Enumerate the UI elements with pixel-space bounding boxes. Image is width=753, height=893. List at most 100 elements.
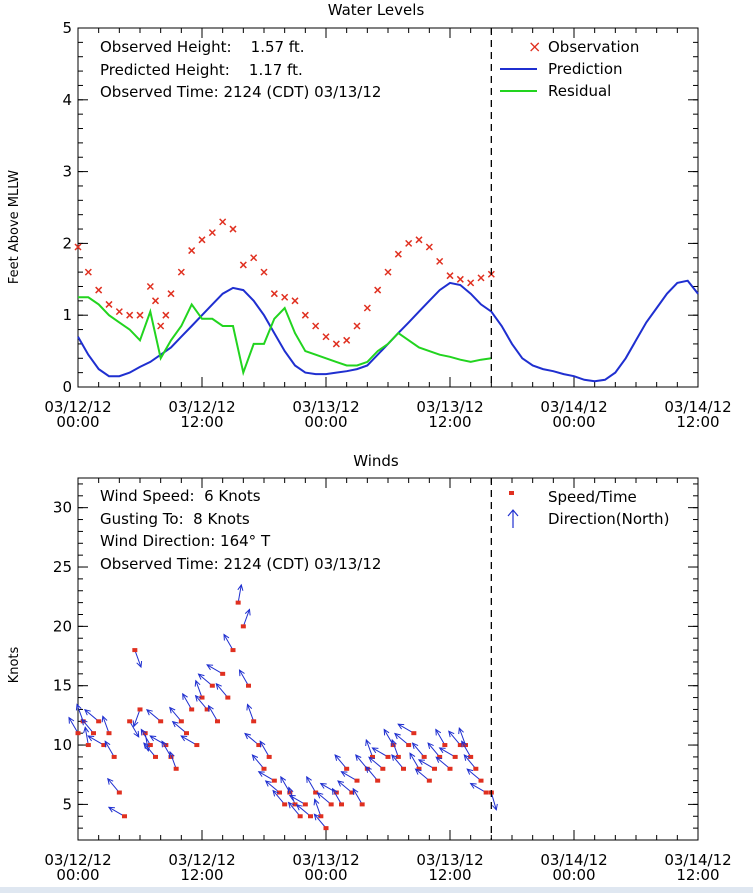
- wind-arrow-head: [391, 738, 397, 747]
- x-tick-time: 12:00: [180, 413, 223, 431]
- x-tick-date: 03/12/12: [168, 851, 235, 869]
- observation-x-stroke: [343, 336, 351, 344]
- observation-x-stroke: [405, 239, 413, 247]
- y-tick-label: 2: [62, 234, 72, 252]
- wind-arrow-head: [316, 792, 324, 799]
- wind-direction-arrow: [397, 723, 415, 734]
- wind-arrow-head: [180, 735, 188, 742]
- wind-speed-dot: [178, 719, 184, 724]
- y-tick-label: 3: [62, 163, 72, 181]
- wind-direction-arrow: [341, 771, 358, 782]
- wind-arrow-head: [313, 798, 320, 806]
- observation-x-stroke: [332, 340, 340, 348]
- x-tick-date: 03/14/12: [540, 398, 607, 416]
- wind-arrow-head: [319, 782, 327, 789]
- wind-observation: [365, 738, 375, 759]
- x-tick-date: 03/13/12: [292, 851, 359, 869]
- observation-x-stroke: [162, 311, 170, 319]
- wind-observation: [417, 759, 437, 771]
- wind-direction-arrow: [365, 766, 379, 781]
- observation-x-stroke: [425, 243, 433, 251]
- wind-speed-dot: [209, 683, 215, 688]
- wind-speed-dot: [292, 802, 298, 807]
- wind-direction-arrow: [435, 729, 446, 746]
- wind-observation: [194, 694, 210, 712]
- wind-speed-dot: [194, 743, 200, 748]
- observation-x-stroke: [239, 261, 247, 269]
- observation-x-stroke: [146, 282, 154, 291]
- wind-speed-dot: [395, 754, 401, 759]
- observation-x-stroke: [291, 297, 299, 305]
- wind-arrow-head: [140, 728, 147, 736]
- wind-direction-arrow: [258, 771, 275, 782]
- wind-arrow-head: [394, 732, 401, 740]
- wind-arrow-head: [295, 803, 303, 811]
- wind-arrow-head: [207, 704, 214, 712]
- wind-arrow-head: [280, 775, 287, 783]
- x-tick-date: 03/12/12: [44, 398, 111, 416]
- wind-speed-dot: [344, 766, 350, 771]
- x-tick-date: 03/13/12: [416, 851, 483, 869]
- wind-observation: [215, 682, 231, 700]
- wind-observation: [68, 716, 81, 736]
- wind-observation: [409, 752, 422, 771]
- wind-arrow-head: [215, 682, 222, 690]
- winds-ticks: 5101520253003/12/1200:0003/12/1212:0003/…: [44, 478, 732, 884]
- wind-speed-dot: [101, 743, 107, 748]
- wind-arrow-head: [435, 756, 443, 763]
- wind-speed-dot: [261, 766, 267, 771]
- wind-observation: [371, 747, 391, 759]
- observation-point: [250, 254, 258, 262]
- wind-speed-dot: [457, 743, 463, 748]
- wind-observation: [458, 727, 468, 748]
- wind-direction-arrow: [259, 741, 270, 758]
- wind-observation: [313, 798, 324, 819]
- wind-direction-arrow: [68, 717, 79, 734]
- wind-direction-arrow: [129, 721, 140, 738]
- y-tick-label: 5: [62, 795, 72, 813]
- observation-point: [260, 268, 268, 276]
- wind-observation: [104, 740, 117, 759]
- wind-speed-dot: [189, 707, 195, 712]
- wind-direction-arrow: [180, 735, 198, 746]
- x-tick-time: 12:00: [428, 413, 471, 431]
- wind-arrow-head: [197, 673, 205, 680]
- wind-arrow-head: [244, 732, 252, 740]
- observation-x-stroke: [188, 247, 196, 255]
- observation-point: [291, 297, 299, 305]
- wind-arrow-head: [132, 720, 139, 728]
- wind-observation: [132, 648, 143, 669]
- observation-x-stroke: [74, 243, 82, 251]
- wind-arrow-head: [438, 747, 446, 754]
- wind-arrow-head: [149, 735, 157, 742]
- wind-speed-dot: [168, 754, 174, 759]
- wind-direction-arrow: [182, 693, 193, 710]
- x-tick-time: 12:00: [676, 413, 719, 431]
- wind-direction-arrow: [391, 754, 404, 770]
- observation-point: [177, 268, 185, 276]
- observation-x-stroke: [456, 275, 464, 283]
- wind-arrow-head: [365, 766, 372, 773]
- observation-point: [425, 243, 433, 251]
- wind-arrow-head: [287, 801, 295, 809]
- observation-point: [322, 333, 330, 341]
- wind-arrow-head: [288, 794, 296, 801]
- wind-observation: [316, 792, 334, 807]
- x-tick-time: 00:00: [552, 413, 595, 431]
- wind-observation: [438, 747, 458, 759]
- observation-point: [146, 282, 154, 291]
- wind-arrow-head: [161, 740, 168, 748]
- observation-point: [157, 322, 165, 330]
- wind-observation: [107, 806, 127, 819]
- wind-speed-dot: [85, 743, 91, 748]
- wind-observation: [264, 780, 282, 795]
- observation-point: [436, 257, 444, 265]
- observation-point: [136, 311, 144, 319]
- observation-point: [198, 236, 206, 244]
- wind-observation: [81, 718, 96, 736]
- wind-speed-text: Wind Speed: 6 Knots: [100, 487, 261, 505]
- wind-direction-arrow: [306, 776, 317, 793]
- wind-arrow-head: [448, 730, 455, 738]
- wind-direction-arrow: [289, 794, 306, 805]
- wind-direction-arrow: [427, 742, 441, 758]
